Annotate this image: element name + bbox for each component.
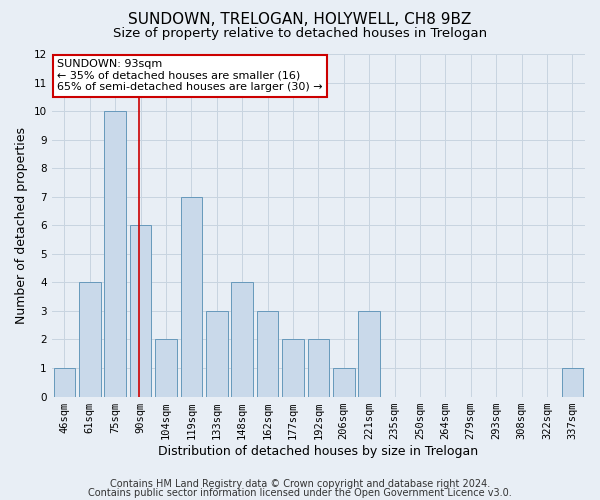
Bar — [53, 368, 75, 396]
Bar — [181, 196, 202, 396]
Bar — [257, 311, 278, 396]
Bar — [155, 340, 177, 396]
Text: Contains HM Land Registry data © Crown copyright and database right 2024.: Contains HM Land Registry data © Crown c… — [110, 479, 490, 489]
Bar — [206, 311, 227, 396]
Bar — [130, 226, 151, 396]
Text: Size of property relative to detached houses in Trelogan: Size of property relative to detached ho… — [113, 28, 487, 40]
Bar — [358, 311, 380, 396]
Bar — [308, 340, 329, 396]
X-axis label: Distribution of detached houses by size in Trelogan: Distribution of detached houses by size … — [158, 444, 478, 458]
Bar — [282, 340, 304, 396]
Bar — [562, 368, 583, 396]
Text: Contains public sector information licensed under the Open Government Licence v3: Contains public sector information licen… — [88, 488, 512, 498]
Y-axis label: Number of detached properties: Number of detached properties — [15, 127, 28, 324]
Bar — [333, 368, 355, 396]
Text: SUNDOWN: 93sqm
← 35% of detached houses are smaller (16)
65% of semi-detached ho: SUNDOWN: 93sqm ← 35% of detached houses … — [57, 59, 323, 92]
Bar — [232, 282, 253, 397]
Text: SUNDOWN, TRELOGAN, HOLYWELL, CH8 9BZ: SUNDOWN, TRELOGAN, HOLYWELL, CH8 9BZ — [128, 12, 472, 28]
Bar — [104, 111, 126, 397]
Bar — [79, 282, 101, 397]
